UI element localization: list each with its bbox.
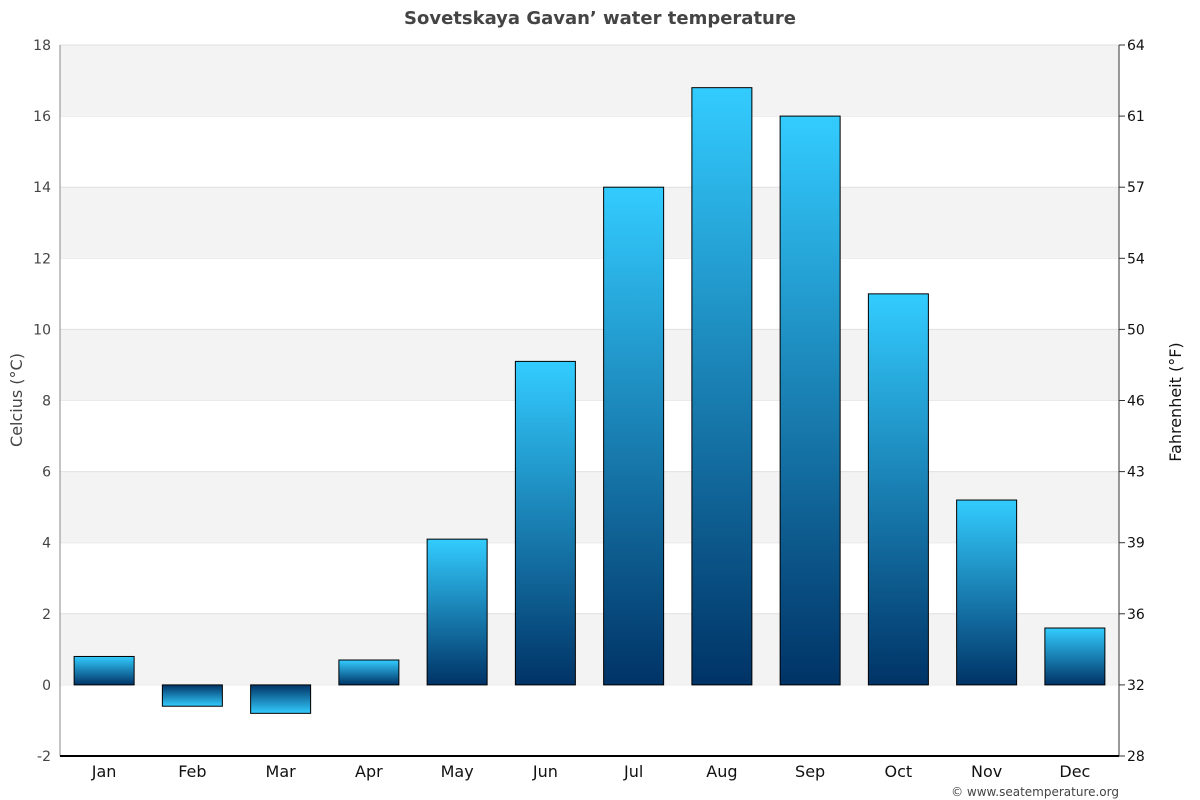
x-tick-label: Jan: [91, 762, 117, 781]
bar-feb: [161, 684, 223, 707]
y-tick-label: -2: [37, 749, 51, 765]
x-tick-label: Sep: [795, 762, 825, 781]
y2-tick-label: 39: [1127, 536, 1145, 552]
x-tick-label: May: [441, 762, 474, 781]
y-tick-label: 14: [33, 180, 51, 196]
x-tick-label: Feb: [178, 762, 206, 781]
bar-may: [426, 538, 488, 686]
y-tick-label: 2: [42, 607, 51, 623]
x-tick-label: Apr: [355, 762, 383, 781]
grid-band: [60, 613, 1119, 685]
bar-dec: [1044, 627, 1106, 686]
bar-mar: [250, 684, 312, 714]
y-tick-label: 4: [42, 536, 51, 552]
y-tick-label: 16: [33, 109, 51, 125]
x-tick-label: Aug: [706, 762, 737, 781]
y-axis-label: Celcius (°C): [7, 353, 26, 447]
y2-tick-label: 57: [1127, 180, 1145, 196]
y2-axis-label: Fahrenheit (°F): [1166, 342, 1185, 461]
grid-band: [60, 329, 1119, 401]
y2-tick-label: 43: [1127, 465, 1145, 481]
bar-apr: [338, 659, 400, 686]
y2-tick-label: 54: [1127, 251, 1145, 267]
y-tick-label: 18: [33, 38, 51, 54]
bar-jul: [603, 186, 665, 686]
y2-tick-label: 28: [1127, 749, 1145, 765]
x-tick-label: Jul: [623, 762, 643, 781]
y-tick-label: 8: [42, 394, 51, 410]
y2-tick-label: 32: [1127, 678, 1145, 694]
y-tick-label: 6: [42, 465, 51, 481]
credit[interactable]: © www.seatemperature.org: [951, 785, 1119, 799]
bar-sep: [779, 115, 841, 686]
y2-tick-label: 46: [1127, 394, 1145, 410]
x-tick-label: Mar: [266, 762, 297, 781]
chart-title: Sovetskaya Gavan’ water temperature: [404, 8, 796, 29]
grid-band: [60, 45, 1119, 117]
x-tick-label: Nov: [971, 762, 1002, 781]
bar-jan: [73, 655, 135, 686]
bar-jun: [514, 360, 576, 686]
x-tick-label: Oct: [885, 762, 913, 781]
y-tick-label: 10: [33, 322, 51, 338]
y2-tick-label: 36: [1127, 607, 1145, 623]
bar-oct: [867, 293, 929, 686]
grid-band: [60, 187, 1119, 259]
y-tick-label: 12: [33, 251, 51, 267]
x-tick-label: Dec: [1059, 762, 1090, 781]
x-tick-label: Jun: [532, 762, 558, 781]
bar-aug: [691, 87, 753, 686]
y-tick-label: 0: [42, 678, 51, 694]
y2-tick-label: 61: [1127, 109, 1145, 125]
grid-band: [60, 471, 1119, 543]
y2-tick-label: 50: [1127, 322, 1145, 338]
y2-tick-label: 64: [1127, 38, 1145, 54]
bar-nov: [956, 499, 1018, 686]
